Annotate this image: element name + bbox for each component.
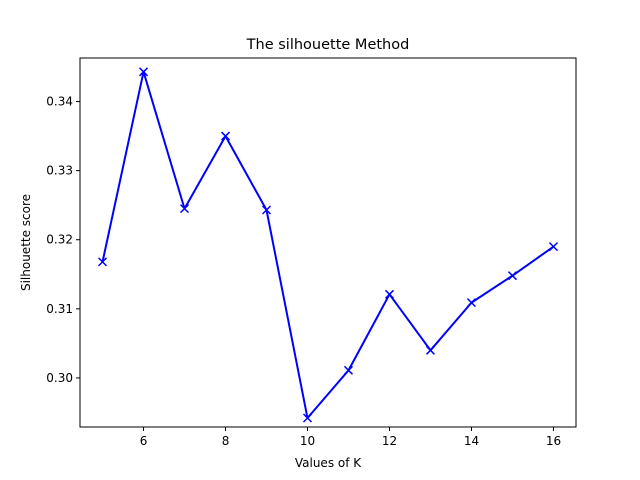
plot-frame xyxy=(79,57,577,428)
data-point-marker xyxy=(507,271,517,281)
y-tick-label: 0.34 xyxy=(46,95,73,109)
x-axis: 6 8 10 12 14 16 xyxy=(140,427,561,448)
data-point-marker xyxy=(548,242,558,252)
data-point-marker xyxy=(466,298,477,308)
x-tick-label: 16 xyxy=(546,434,561,448)
y-axis: 0.30 0.31 0.32 0.33 0.34 xyxy=(46,95,80,385)
x-tick-label: 10 xyxy=(300,434,315,448)
y-tick-label: 0.31 xyxy=(46,302,73,316)
y-axis-title: Silhouette score xyxy=(19,194,33,291)
series-layer xyxy=(98,67,558,423)
x-tick-label: 6 xyxy=(140,434,148,448)
series-line xyxy=(101,70,555,420)
y-tick-label: 0.33 xyxy=(46,164,73,178)
x-tick-label: 14 xyxy=(464,434,479,448)
x-tick-label: 12 xyxy=(382,434,397,448)
data-point-marker xyxy=(302,413,313,423)
data-point-marker xyxy=(98,257,108,267)
data-point-marker xyxy=(343,365,354,375)
x-axis-title: Values of K xyxy=(295,456,362,470)
chart-title: The silhouette Method xyxy=(246,37,410,53)
y-tick-label: 0.30 xyxy=(46,371,73,385)
data-point-marker xyxy=(220,131,231,141)
data-point-marker xyxy=(139,67,149,77)
x-tick-label: 8 xyxy=(222,434,230,448)
y-tick-label: 0.32 xyxy=(46,233,73,247)
data-point-marker xyxy=(179,204,190,214)
data-point-marker xyxy=(425,345,436,355)
data-point-marker xyxy=(384,289,395,299)
data-point-marker xyxy=(261,205,272,215)
